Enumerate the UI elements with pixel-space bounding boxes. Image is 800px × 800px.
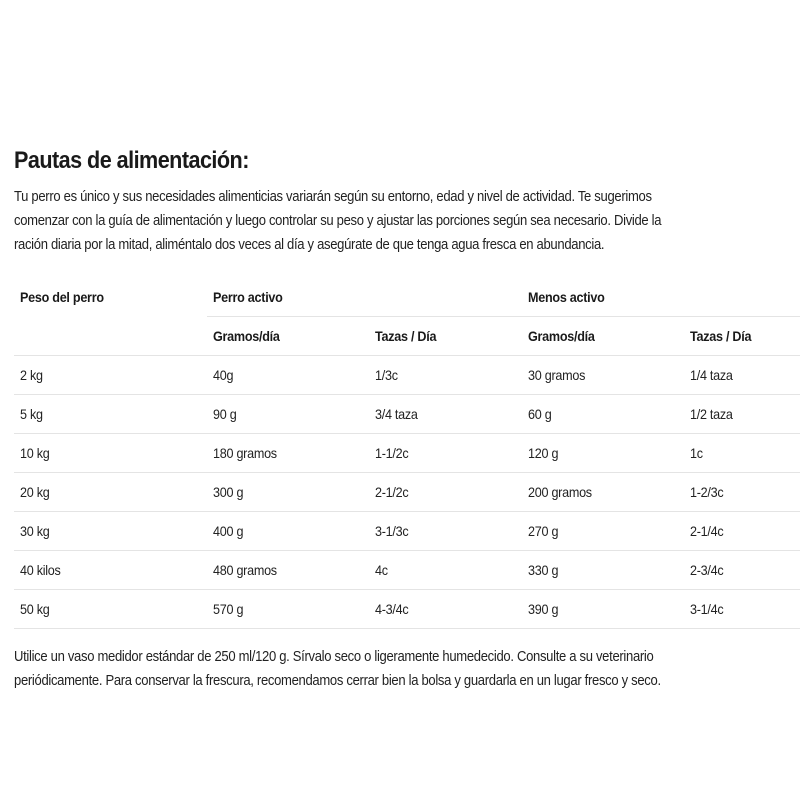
table-cell: 180 gramos bbox=[213, 445, 277, 461]
intro-paragraph: Tu perro es único y sus necesidades alim… bbox=[14, 189, 662, 253]
table-cell: 1/2 taza bbox=[690, 406, 733, 422]
table-cell: 270 g bbox=[528, 523, 559, 539]
table-cell: 2 kg bbox=[20, 367, 43, 383]
table-cell: 480 gramos bbox=[213, 562, 277, 578]
table-cell: 120 g bbox=[528, 445, 559, 461]
table-cell: 30 gramos bbox=[528, 367, 586, 383]
table-cell: 10 kg bbox=[20, 445, 50, 461]
table-cell: 2-3/4c bbox=[690, 562, 724, 578]
table-cell: 1/3c bbox=[375, 367, 398, 383]
page-title: Pautas de alimentación: bbox=[14, 147, 249, 174]
table-cell: 300 g bbox=[213, 484, 244, 500]
table-cell: 3/4 taza bbox=[375, 406, 418, 422]
table-cell: 570 g bbox=[213, 601, 244, 617]
table-cell: 40g bbox=[213, 367, 234, 383]
table-cell: 400 g bbox=[213, 523, 244, 539]
table-row: 20 kg 300 g 2-1/2c 200 gramos 1-2/3c bbox=[14, 472, 800, 512]
subheader-cell: Tazas / Día bbox=[684, 316, 800, 356]
table-row: 40 kilos 480 gramos 4c 330 g 2-3/4c bbox=[14, 550, 800, 590]
table-cell: 30 kg bbox=[20, 523, 50, 539]
table-cell: 390 g bbox=[528, 601, 559, 617]
subheader-cell: Gramos/día bbox=[207, 316, 369, 356]
table-cell: 200 gramos bbox=[528, 484, 592, 500]
table-row: 2 kg 40g 1/3c 30 gramos 1/4 taza bbox=[14, 355, 800, 395]
table-row: 30 kg 400 g 3-1/3c 270 g 2-1/4c bbox=[14, 511, 800, 551]
table-cell: 3-1/3c bbox=[375, 523, 409, 539]
subheader-cell: Tazas / Día bbox=[369, 316, 522, 356]
table-cell: 4-3/4c bbox=[375, 601, 409, 617]
table-row: 50 kg 570 g 4-3/4c 390 g 3-1/4c bbox=[14, 589, 800, 629]
footnote: Utilice un vaso medidor estándar de 250 … bbox=[14, 649, 661, 689]
table-cell: 60 g bbox=[528, 406, 552, 422]
table-cell: 1c bbox=[690, 445, 703, 461]
table-cell: 3-1/4c bbox=[690, 601, 724, 617]
header-weight: Peso del perro bbox=[20, 289, 104, 306]
table-row: 5 kg 90 g 3/4 taza 60 g 1/2 taza bbox=[14, 394, 800, 434]
table-cell: 1/4 taza bbox=[690, 367, 733, 383]
feeding-table: Peso del perro Perro activo Menos activo… bbox=[14, 278, 800, 629]
table-cell: 330 g bbox=[528, 562, 559, 578]
table-cell: 1-2/3c bbox=[690, 484, 724, 500]
table-cell: 1-1/2c bbox=[375, 445, 409, 461]
table-cell: 2-1/4c bbox=[690, 523, 724, 539]
subheader-cell: Gramos/día bbox=[522, 316, 684, 356]
table-cell: 20 kg bbox=[20, 484, 50, 500]
feeding-guide: Pautas de alimentación: Tu perro es únic… bbox=[14, 143, 800, 693]
table-cell: 50 kg bbox=[20, 601, 50, 617]
table-cell: 4c bbox=[375, 562, 388, 578]
table-cell: 2-1/2c bbox=[375, 484, 409, 500]
header-less-active: Menos activo bbox=[528, 289, 605, 305]
header-active: Perro activo bbox=[213, 289, 283, 305]
table-cell: 5 kg bbox=[20, 406, 43, 422]
table-cell: 90 g bbox=[213, 406, 237, 422]
table-row: 10 kg 180 gramos 1-1/2c 120 g 1c bbox=[14, 433, 800, 473]
table-cell: 40 kilos bbox=[20, 562, 61, 578]
